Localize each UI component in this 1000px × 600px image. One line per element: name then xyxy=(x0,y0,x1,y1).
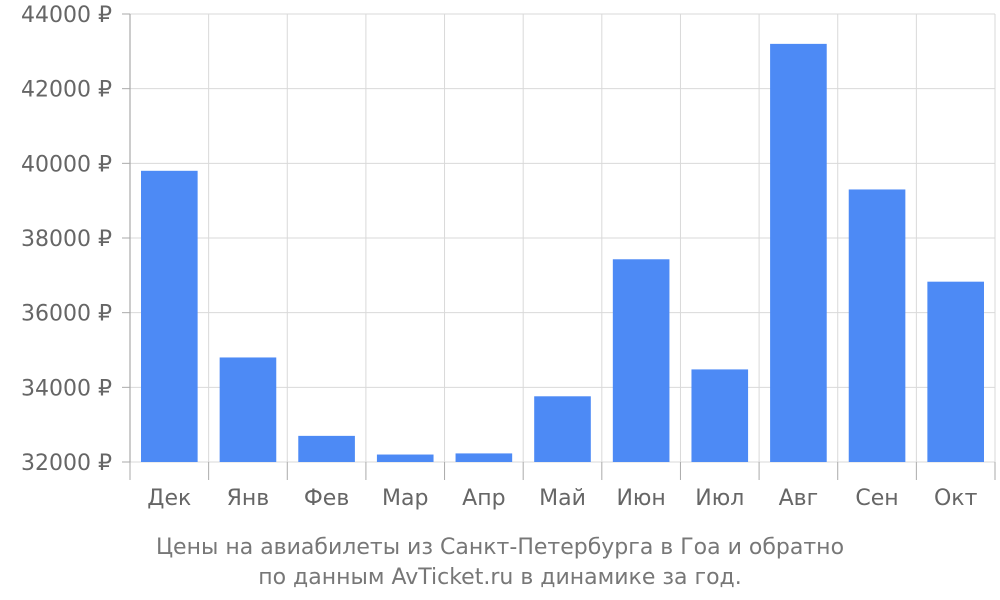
x-tick-label: Авг xyxy=(779,486,819,511)
x-tick-label: Июл xyxy=(695,486,744,511)
bar-Окт xyxy=(927,281,984,462)
axes-layer xyxy=(122,13,996,480)
bar-Май xyxy=(534,396,591,462)
bar-Фев xyxy=(298,435,355,462)
y-tick-label: 36000 ₽ xyxy=(21,302,112,327)
chart-caption-line-1: Цены на авиабилеты из Санкт-Петербурга в… xyxy=(155,535,845,560)
y-tick-label: 42000 ₽ xyxy=(21,78,112,103)
grid-layer xyxy=(129,13,996,463)
bar-chart: 32000 ₽ 34000 ₽ 36000 ₽ 38000 ₽ 40000 ₽ 42000… xyxy=(21,3,996,511)
y-tick-label: 32000 ₽ xyxy=(21,451,112,476)
bar-Авг xyxy=(770,43,827,462)
bar-Мар xyxy=(376,454,434,462)
y-tick-label: 38000 ₽ xyxy=(21,227,112,252)
labels-layer: 32000 ₽ 34000 ₽ 36000 ₽ 38000 ₽ 40000 ₽ 42000… xyxy=(21,3,978,511)
bar-Апр xyxy=(455,453,513,462)
x-tick-label: Дек xyxy=(147,486,191,511)
x-tick-label: Мар xyxy=(382,486,428,511)
x-tick-label: Окт xyxy=(934,486,978,511)
x-tick-label: Июн xyxy=(616,486,665,511)
bar-Дек xyxy=(141,170,198,463)
x-tick-label: Май xyxy=(539,486,586,511)
y-tick-label: 34000 ₽ xyxy=(21,376,112,401)
y-tick-label: 40000 ₽ xyxy=(21,152,112,177)
x-tick-label: Янв xyxy=(227,486,270,511)
bar-Июл xyxy=(691,369,749,462)
bar-Июн xyxy=(612,259,670,462)
x-tick-label: Апр xyxy=(462,486,505,511)
bar-Сен xyxy=(848,189,906,462)
bar-Янв xyxy=(219,357,277,462)
x-tick-label: Фев xyxy=(304,486,349,511)
bars-layer xyxy=(141,43,984,463)
chart-caption-line-2: по данным AvTicket.ru в динамике за год. xyxy=(258,565,742,590)
x-tick-label: Сен xyxy=(855,486,898,511)
y-tick-label: 44000 ₽ xyxy=(21,3,112,28)
